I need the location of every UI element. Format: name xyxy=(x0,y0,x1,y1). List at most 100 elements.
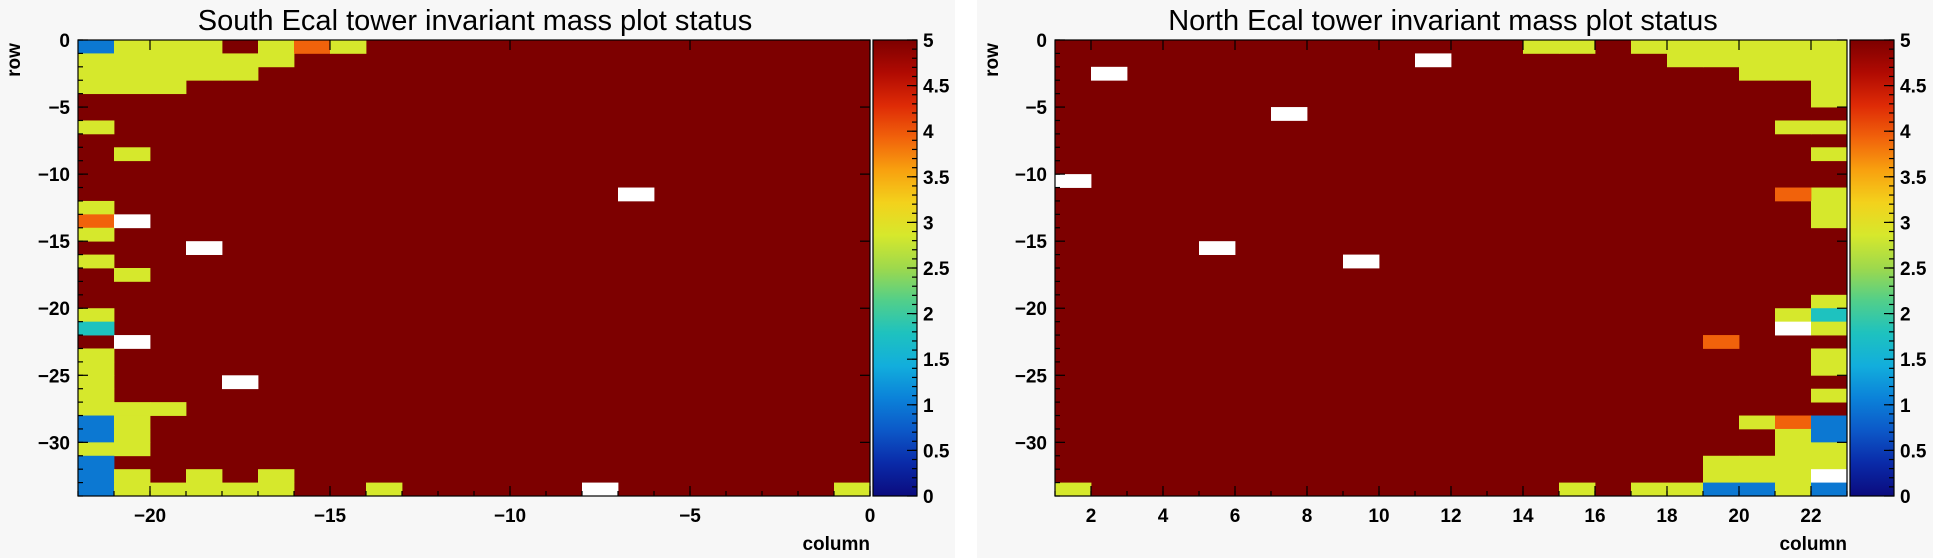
heatmap-cell xyxy=(78,402,115,416)
color-scale-tick-label: 4.5 xyxy=(923,77,950,98)
heatmap-cell xyxy=(1739,66,1776,81)
heatmap-cell xyxy=(1559,40,1596,54)
heatmap-cell xyxy=(1811,348,1848,363)
heatmap-cell xyxy=(1775,187,1812,202)
empty-cell xyxy=(186,241,223,255)
color-scale-tick-label: 2 xyxy=(1900,305,1911,326)
chart-title: South Ecal tower invariant mass plot sta… xyxy=(198,5,752,37)
heatmap-cell xyxy=(1775,428,1812,443)
heatmap-cell xyxy=(1775,53,1812,68)
heatmap-cell xyxy=(1811,40,1848,54)
heatmap-cell xyxy=(1811,53,1848,68)
empty-cell xyxy=(1775,321,1812,336)
x-axis-label: column xyxy=(1779,534,1847,555)
color-scale-tick-label: 5 xyxy=(1900,31,1911,52)
north-heatmap-panel: North Ecal tower invariant mass plot sta… xyxy=(977,0,1933,558)
heatmap-cell xyxy=(834,482,871,497)
heatmap-cell xyxy=(78,428,115,443)
y-axis-ticks: 0 −5 −10 −15 −20 −25 −30 xyxy=(1015,31,1847,497)
heatmap-cell xyxy=(150,402,187,416)
empty-cell xyxy=(1091,66,1128,81)
heatmap-cell xyxy=(330,40,367,54)
heatmap-cell xyxy=(150,40,187,54)
heatmap-cell xyxy=(1703,482,1740,497)
heatmap-cell xyxy=(1775,469,1812,483)
heatmap-cell xyxy=(222,53,259,68)
color-scale-tick-label: 2.5 xyxy=(1900,259,1927,280)
heatmap-cell xyxy=(114,469,151,483)
heatmap-cell xyxy=(222,66,259,81)
heatmap-cell xyxy=(222,482,259,497)
heatmap-cell xyxy=(1523,40,1560,54)
heatmap-cell xyxy=(366,482,403,497)
y-axis-label: row xyxy=(982,43,1003,77)
color-scale-ticks: 0 0.5 1 1.5 2 2.5 3 3.5 4 4.5 5 xyxy=(1884,31,1927,508)
empty-cell xyxy=(222,375,259,390)
heatmap-cell xyxy=(78,308,115,323)
heatmap-cell xyxy=(114,66,151,81)
heatmap-cell xyxy=(1811,200,1848,215)
color-scale-tick-label: 0 xyxy=(923,487,934,508)
empty-cell xyxy=(1055,174,1092,188)
heatmap-cell xyxy=(258,40,295,54)
empty-cell xyxy=(1271,107,1308,121)
heatmap-cell xyxy=(1559,482,1596,497)
heatmap-cell xyxy=(1739,415,1776,430)
heatmap-cell xyxy=(1811,415,1848,430)
heatmap-cell xyxy=(1739,455,1776,470)
heatmap-cell xyxy=(186,469,223,483)
heatmap-cell xyxy=(1775,40,1812,54)
x-tick-label: 2 xyxy=(1086,506,1097,527)
heatmap-cell xyxy=(186,40,223,54)
heatmap-cell xyxy=(1703,40,1740,54)
heatmap-cell xyxy=(114,442,151,457)
y-tick-label: −10 xyxy=(38,165,70,186)
heatmap-cell xyxy=(78,40,115,54)
y-tick-label: −15 xyxy=(38,232,71,253)
color-scale-tick-label: 5 xyxy=(923,31,934,52)
heatmap-cell xyxy=(1631,482,1668,497)
heatmap-cell xyxy=(1775,120,1812,135)
empty-cell xyxy=(114,335,151,349)
y-tick-label: −20 xyxy=(38,299,70,320)
empty-cell xyxy=(114,214,151,229)
x-tick-label: 18 xyxy=(1656,506,1677,527)
x-tick-label: −15 xyxy=(314,506,347,527)
color-scale-tick-label: 1 xyxy=(1900,396,1911,417)
heatmap-cell xyxy=(1775,415,1812,430)
x-tick-label: −5 xyxy=(679,506,701,527)
heatmap-cell xyxy=(78,361,115,376)
heatmap-cell xyxy=(114,428,151,443)
heatmap-cell xyxy=(258,482,295,497)
empty-cell xyxy=(1415,53,1452,68)
color-scale-tick-label: 1.5 xyxy=(1900,350,1927,371)
heatmap-cell xyxy=(1739,469,1776,483)
heatmap-cell xyxy=(114,482,151,497)
heatmap-cell xyxy=(1811,294,1848,309)
heatmap-cell xyxy=(294,40,331,54)
empty-cell xyxy=(1199,241,1236,255)
heatmap-cell xyxy=(114,415,151,430)
heatmap-cell xyxy=(1811,120,1848,135)
heatmap-cell xyxy=(114,40,151,54)
color-scale-tick-label: 4 xyxy=(923,122,934,143)
color-scale-tick-label: 2 xyxy=(923,305,934,326)
heatmap-cell xyxy=(78,388,115,403)
x-tick-label: 22 xyxy=(1800,506,1821,527)
heatmap-cells xyxy=(77,39,871,497)
heatmap-cell xyxy=(1811,93,1848,108)
heatmap-cell xyxy=(78,53,115,68)
heatmap-cell xyxy=(1055,482,1092,497)
y-tick-label: −5 xyxy=(1025,98,1047,119)
heatmap-cell xyxy=(114,53,151,68)
heatmap-cell xyxy=(150,80,187,95)
color-scale-tick-label: 4.5 xyxy=(1900,77,1927,98)
heatmap-cell xyxy=(78,214,115,229)
heatmap-cell xyxy=(1811,321,1848,336)
heatmap-cell xyxy=(78,200,115,215)
x-tick-label: 16 xyxy=(1584,506,1605,527)
heatmap-cell xyxy=(1775,455,1812,470)
y-axis-label: row xyxy=(4,43,25,77)
y-tick-label: 0 xyxy=(59,31,70,52)
